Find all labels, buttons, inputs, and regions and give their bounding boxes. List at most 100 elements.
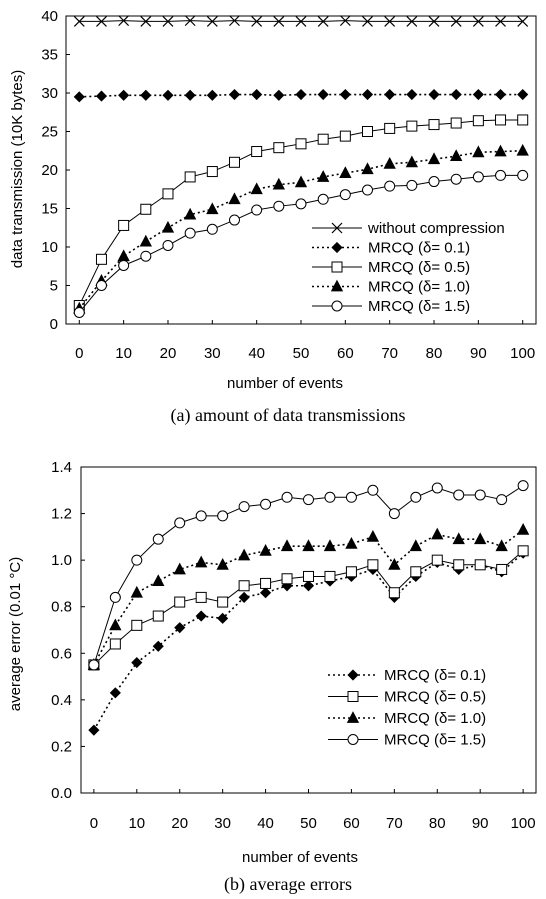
y-tick-label: 1.4 <box>51 459 72 476</box>
data-point <box>206 89 218 101</box>
series-layer <box>73 15 529 318</box>
x-axis-label: number of events <box>242 849 358 866</box>
data-point <box>450 149 463 162</box>
data-point <box>162 15 174 27</box>
data-point <box>238 591 250 603</box>
x-axis-label: number of events <box>227 375 343 392</box>
data-point <box>362 126 374 137</box>
data-point <box>184 227 196 239</box>
data-point <box>366 529 380 542</box>
axes-layer: 0 10 20 30 40 50 60 70 80 90 100 0.0 0.2 0.4 0.6 0.8 1.0… <box>51 459 535 832</box>
data-point <box>452 532 465 545</box>
data-point <box>345 491 357 503</box>
data-point <box>406 120 418 132</box>
legend-marker <box>331 300 343 312</box>
data-point <box>495 539 508 552</box>
data-point <box>183 207 197 220</box>
data-point <box>517 88 529 101</box>
series-diamond <box>73 88 529 103</box>
data-point <box>494 88 507 101</box>
data-point <box>303 570 314 582</box>
data-point <box>184 15 196 27</box>
data-point <box>303 494 314 506</box>
data-point <box>388 508 400 520</box>
data-point <box>496 494 508 506</box>
series-x <box>73 15 529 27</box>
data-point <box>251 146 263 158</box>
data-point <box>174 622 186 634</box>
data-point <box>406 88 418 101</box>
data-point <box>217 612 229 624</box>
data-point <box>161 220 175 233</box>
data-point <box>251 88 263 101</box>
figure-caption-a: (a) amount of data transmissions <box>171 405 406 426</box>
legend-marker <box>331 222 343 234</box>
data-point <box>273 200 285 212</box>
legend-marker <box>330 279 344 292</box>
data-point <box>317 15 329 27</box>
y-tick-label: 1.2 <box>51 506 72 523</box>
data-point <box>140 250 152 262</box>
data-point <box>367 559 379 571</box>
y-tick-label: 1.0 <box>51 552 72 569</box>
data-point <box>431 554 443 566</box>
legend: MRCQ (δ= 0.1) MRCQ (δ= 0.5) MRCQ (δ= 1.0) M… <box>324 663 529 753</box>
axes-layer: 0 10 20 30 40 50 60 70 80 90 100 0 5 10 15 20 25 30 35 40 <box>41 8 535 362</box>
data-point <box>323 539 337 552</box>
series-circle <box>88 480 529 671</box>
y-tick-label: 0 <box>50 316 58 333</box>
data-point <box>273 89 285 101</box>
series-layer <box>87 480 530 736</box>
data-point <box>206 166 218 178</box>
y-tick-label: 0.4 <box>51 692 72 709</box>
data-point <box>96 15 107 27</box>
data-point <box>109 638 121 650</box>
data-point <box>152 574 165 586</box>
data-point <box>88 724 100 736</box>
x-tick-label: 50 <box>300 815 317 832</box>
x-tick-label: 70 <box>381 345 398 362</box>
y-tick-label: 15 <box>41 201 58 218</box>
series-square <box>73 114 529 312</box>
data-point <box>184 171 196 183</box>
legend-entry: MRCQ (δ= 1.0) <box>368 279 470 296</box>
legend-marker <box>331 261 343 273</box>
data-point <box>173 562 186 575</box>
data-point <box>228 88 241 101</box>
x-tick-label: 30 <box>214 815 231 832</box>
data-point <box>251 15 263 27</box>
data-point <box>517 545 529 557</box>
data-point <box>118 15 130 27</box>
data-point <box>184 89 196 101</box>
legend-entry: MRCQ (δ= 1.5) <box>368 298 470 315</box>
data-point <box>260 577 272 589</box>
data-point <box>228 192 241 205</box>
series-circle <box>73 169 529 318</box>
data-point <box>295 198 307 210</box>
data-point <box>339 15 351 27</box>
y-tick-label: 10 <box>41 239 58 256</box>
chart-panel-b: 0 10 20 30 40 50 60 70 80 90 100 0.0 0.2 0.4 0.6 0.8 1.0… <box>7 459 537 895</box>
x-tick-label: 10 <box>128 815 145 832</box>
x-tick-label: 90 <box>472 815 489 832</box>
data-point <box>405 155 419 168</box>
data-point <box>472 115 484 127</box>
data-point <box>474 559 486 571</box>
data-point <box>228 214 240 226</box>
data-point <box>302 580 315 592</box>
data-point <box>324 570 336 582</box>
data-point <box>302 539 315 552</box>
data-point <box>345 566 357 578</box>
data-point <box>259 543 272 556</box>
data-point <box>472 15 484 27</box>
data-point <box>88 659 100 671</box>
data-point <box>130 585 143 598</box>
data-point <box>406 15 418 27</box>
data-point <box>410 566 422 578</box>
data-point <box>450 88 462 101</box>
data-point <box>152 610 164 622</box>
data-point <box>345 536 358 549</box>
data-point <box>206 202 219 215</box>
data-point <box>317 193 329 205</box>
